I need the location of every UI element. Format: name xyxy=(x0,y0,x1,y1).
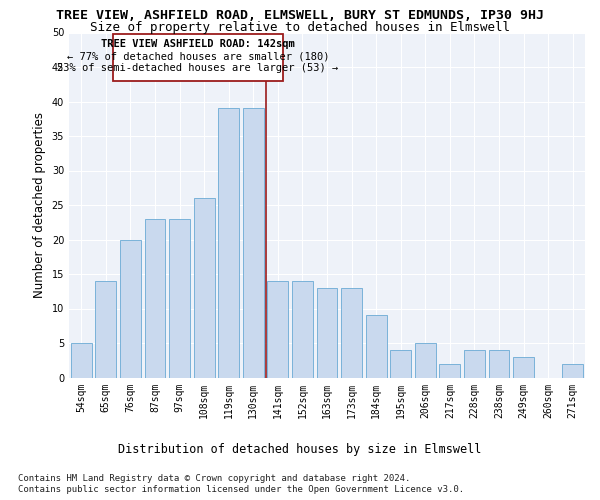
Bar xyxy=(317,288,337,378)
Bar xyxy=(194,198,215,378)
Text: 23% of semi-detached houses are larger (53) →: 23% of semi-detached houses are larger (… xyxy=(58,63,338,73)
Text: TREE VIEW, ASHFIELD ROAD, ELMSWELL, BURY ST EDMUNDS, IP30 9HJ: TREE VIEW, ASHFIELD ROAD, ELMSWELL, BURY… xyxy=(56,9,544,22)
Bar xyxy=(513,357,534,378)
Bar xyxy=(169,219,190,378)
Bar xyxy=(488,350,509,378)
Bar xyxy=(243,108,264,378)
Bar xyxy=(292,281,313,378)
Bar xyxy=(268,281,289,378)
Bar xyxy=(562,364,583,378)
Bar xyxy=(120,240,141,378)
Text: Distribution of detached houses by size in Elmswell: Distribution of detached houses by size … xyxy=(118,442,482,456)
Bar xyxy=(341,288,362,378)
Bar xyxy=(218,108,239,378)
Bar xyxy=(439,364,460,378)
Bar xyxy=(365,316,386,378)
Y-axis label: Number of detached properties: Number of detached properties xyxy=(33,112,46,298)
Bar xyxy=(464,350,485,378)
Bar xyxy=(71,343,92,378)
Bar xyxy=(415,343,436,378)
Bar xyxy=(145,219,166,378)
Text: ← 77% of detached houses are smaller (180): ← 77% of detached houses are smaller (18… xyxy=(67,51,329,61)
Text: TREE VIEW ASHFIELD ROAD: 142sqm: TREE VIEW ASHFIELD ROAD: 142sqm xyxy=(101,38,295,48)
FancyBboxPatch shape xyxy=(113,34,283,81)
Text: Size of property relative to detached houses in Elmswell: Size of property relative to detached ho… xyxy=(90,21,510,34)
Bar xyxy=(390,350,411,378)
Bar xyxy=(95,281,116,378)
Text: Contains HM Land Registry data © Crown copyright and database right 2024.: Contains HM Land Registry data © Crown c… xyxy=(18,474,410,483)
Text: Contains public sector information licensed under the Open Government Licence v3: Contains public sector information licen… xyxy=(18,485,464,494)
